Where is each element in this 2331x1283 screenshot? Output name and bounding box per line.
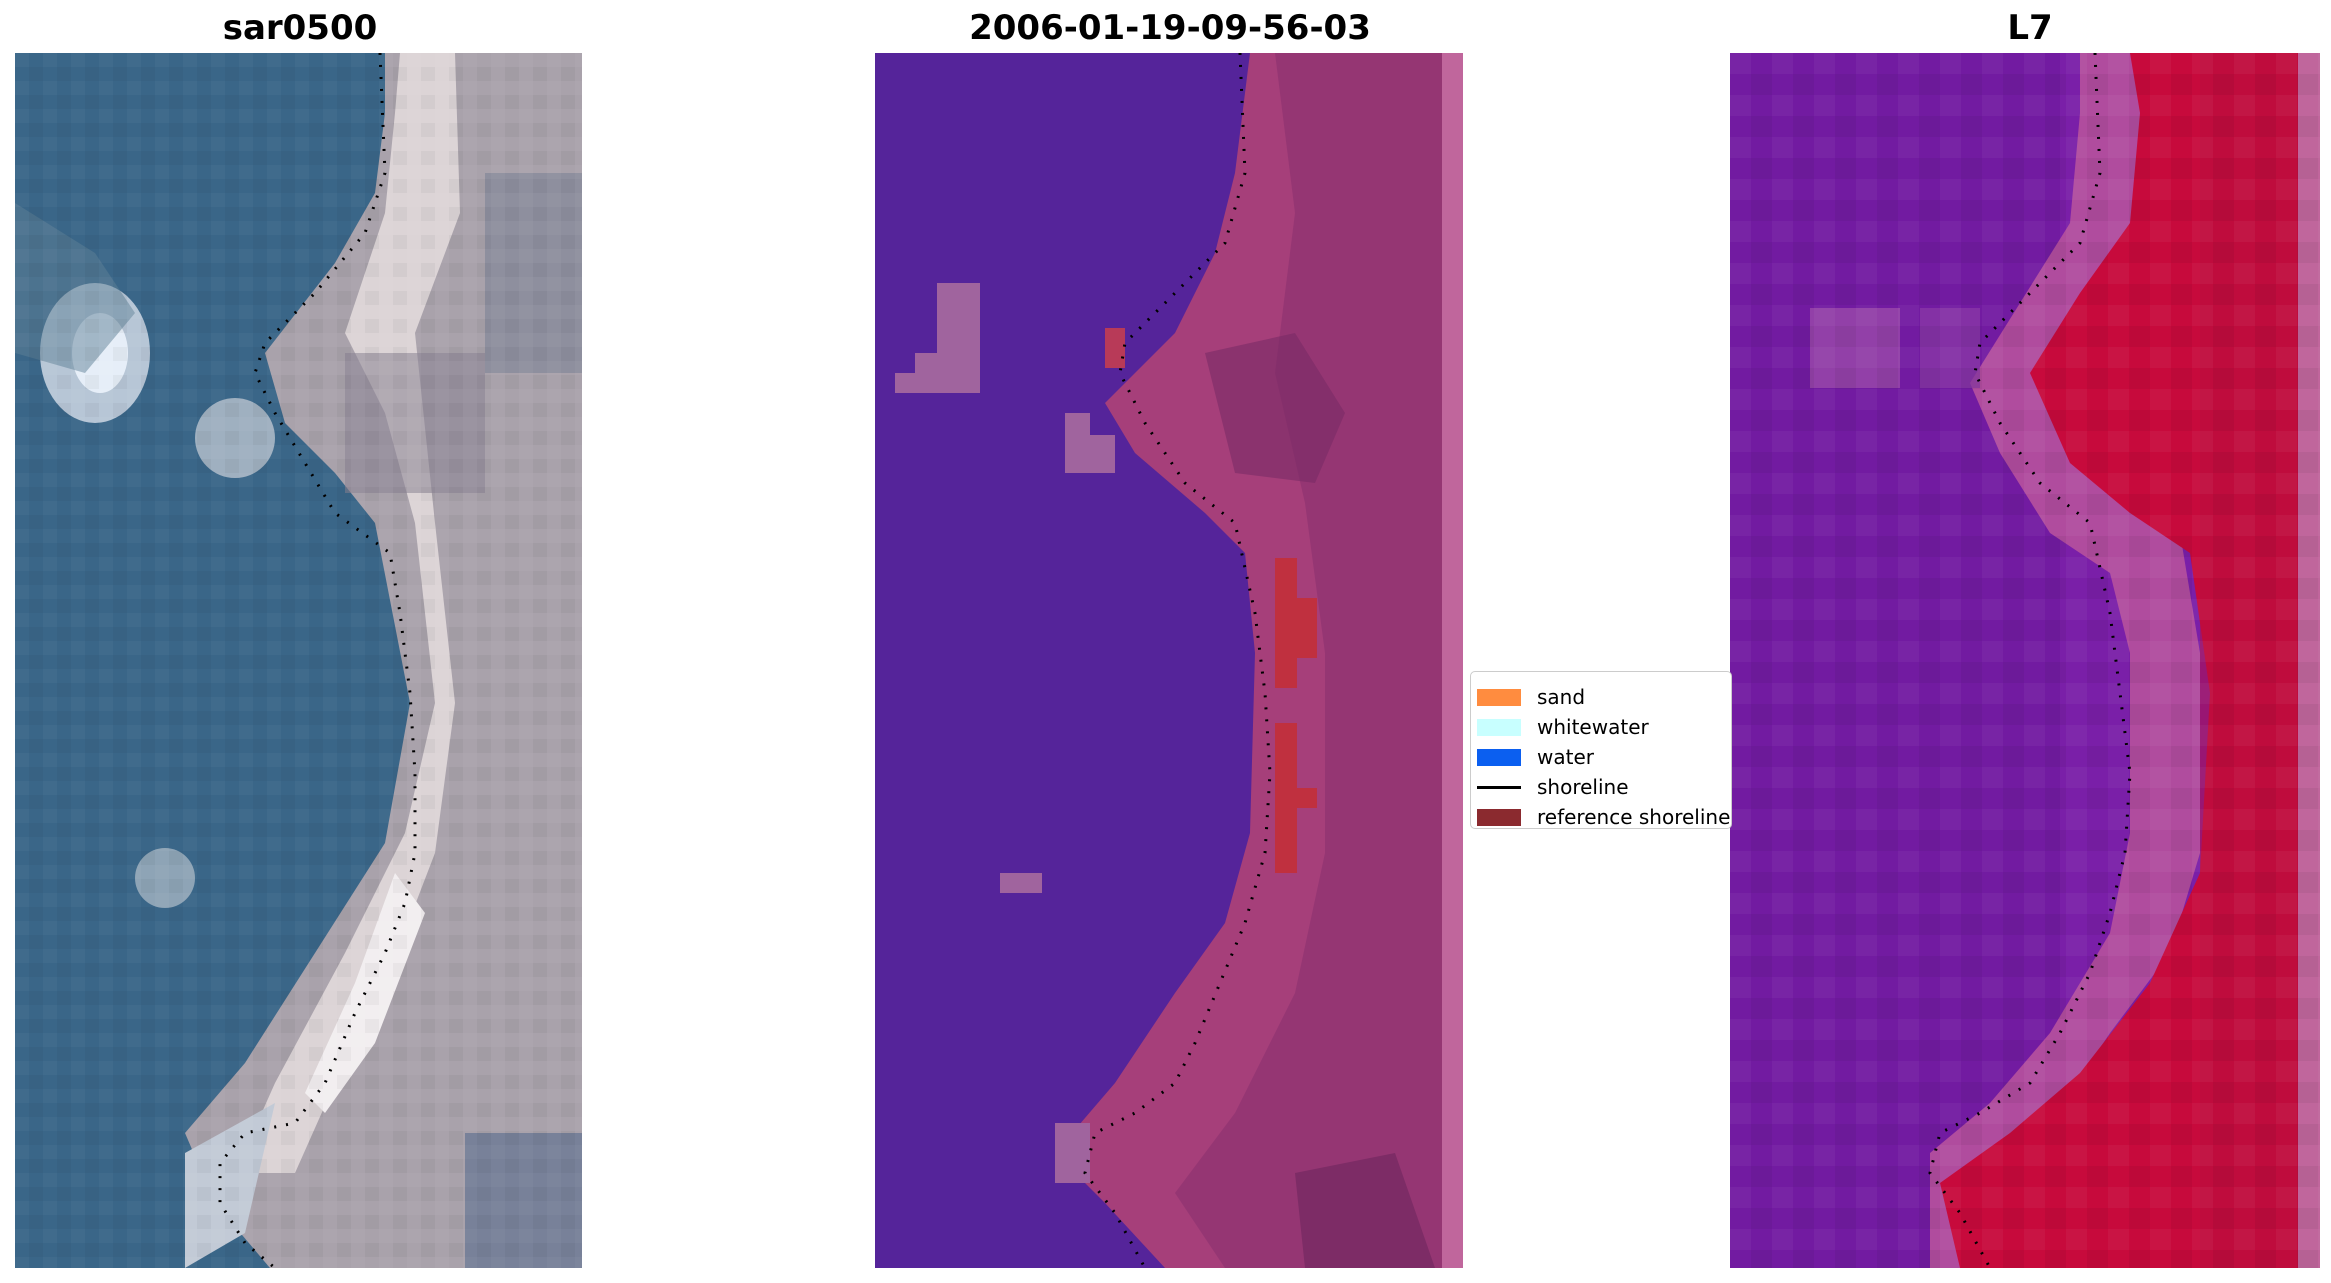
- reference-shoreline-swatch: [1477, 808, 1521, 826]
- panel-title-rgb: sar0500: [222, 8, 378, 48]
- legend-item-reference-shoreline: reference shoreline: [1477, 802, 1731, 829]
- water-swatch: [1477, 748, 1521, 766]
- panel-title-date: 2006-01-19-09-56-03: [969, 8, 1371, 48]
- legend-item-sand: sand: [1477, 682, 1731, 712]
- whitewater-swatch: [1477, 718, 1521, 736]
- legend: sand whitewater water shoreline referenc…: [1470, 671, 1732, 829]
- shoreline-line-swatch: [1477, 785, 1521, 789]
- legend-label-shoreline: shoreline: [1537, 775, 1629, 799]
- rgb-satellite-image: [15, 53, 582, 1268]
- legend-label-reference-shoreline: reference shoreline: [1537, 805, 1731, 829]
- classified-image: [875, 53, 1463, 1268]
- legend-label-whitewater: whitewater: [1537, 715, 1649, 739]
- panel-title-l7: L7: [2007, 8, 2053, 48]
- legend-label-water: water: [1537, 745, 1594, 769]
- index-image: [1730, 53, 2320, 1268]
- legend-item-whitewater: whitewater: [1477, 712, 1731, 742]
- sand-swatch: [1477, 688, 1521, 706]
- legend-label-sand: sand: [1537, 685, 1586, 709]
- legend-item-water: water: [1477, 742, 1731, 772]
- legend-item-shoreline: shoreline: [1477, 772, 1731, 802]
